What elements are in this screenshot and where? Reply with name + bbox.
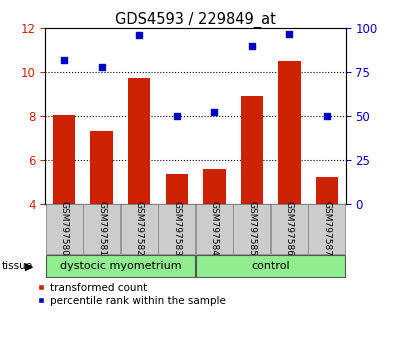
Point	[136, 33, 143, 38]
Point	[211, 110, 217, 115]
Text: ▶: ▶	[24, 261, 33, 272]
Bar	[83, 204, 120, 255]
Title: GDS4593 / 229849_at: GDS4593 / 229849_at	[115, 12, 276, 28]
Point	[324, 113, 330, 119]
Bar	[308, 204, 346, 255]
Text: GSM797581: GSM797581	[97, 201, 106, 256]
Point	[249, 43, 255, 49]
Bar	[196, 204, 233, 255]
Bar	[233, 204, 271, 255]
Text: GSM797584: GSM797584	[210, 201, 219, 256]
Text: GSM797583: GSM797583	[172, 201, 181, 256]
Bar	[196, 255, 346, 278]
Bar	[45, 204, 83, 255]
Text: GSM797580: GSM797580	[60, 201, 69, 256]
Bar	[166, 174, 188, 204]
Text: GSM797586: GSM797586	[285, 201, 294, 256]
Bar	[203, 169, 226, 204]
Bar	[241, 96, 263, 204]
Bar	[271, 204, 308, 255]
Point	[286, 31, 292, 36]
Text: GSM797587: GSM797587	[322, 201, 331, 256]
Bar	[90, 131, 113, 204]
Text: GSM797582: GSM797582	[135, 201, 144, 256]
Point	[61, 57, 67, 63]
Bar	[316, 177, 338, 204]
Bar	[158, 204, 196, 255]
Bar	[120, 204, 158, 255]
Legend: transformed count, percentile rank within the sample: transformed count, percentile rank withi…	[37, 283, 226, 306]
Text: GSM797585: GSM797585	[247, 201, 256, 256]
Bar	[128, 78, 150, 204]
Text: control: control	[251, 261, 290, 272]
Text: tissue: tissue	[2, 261, 33, 272]
Bar	[278, 61, 301, 204]
Bar	[53, 115, 75, 204]
Bar	[45, 255, 196, 278]
Point	[99, 64, 105, 70]
Point	[173, 113, 180, 119]
Text: dystocic myometrium: dystocic myometrium	[60, 261, 181, 272]
